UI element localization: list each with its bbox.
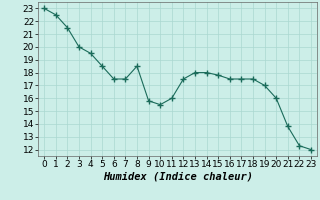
X-axis label: Humidex (Indice chaleur): Humidex (Indice chaleur) [103,172,252,182]
